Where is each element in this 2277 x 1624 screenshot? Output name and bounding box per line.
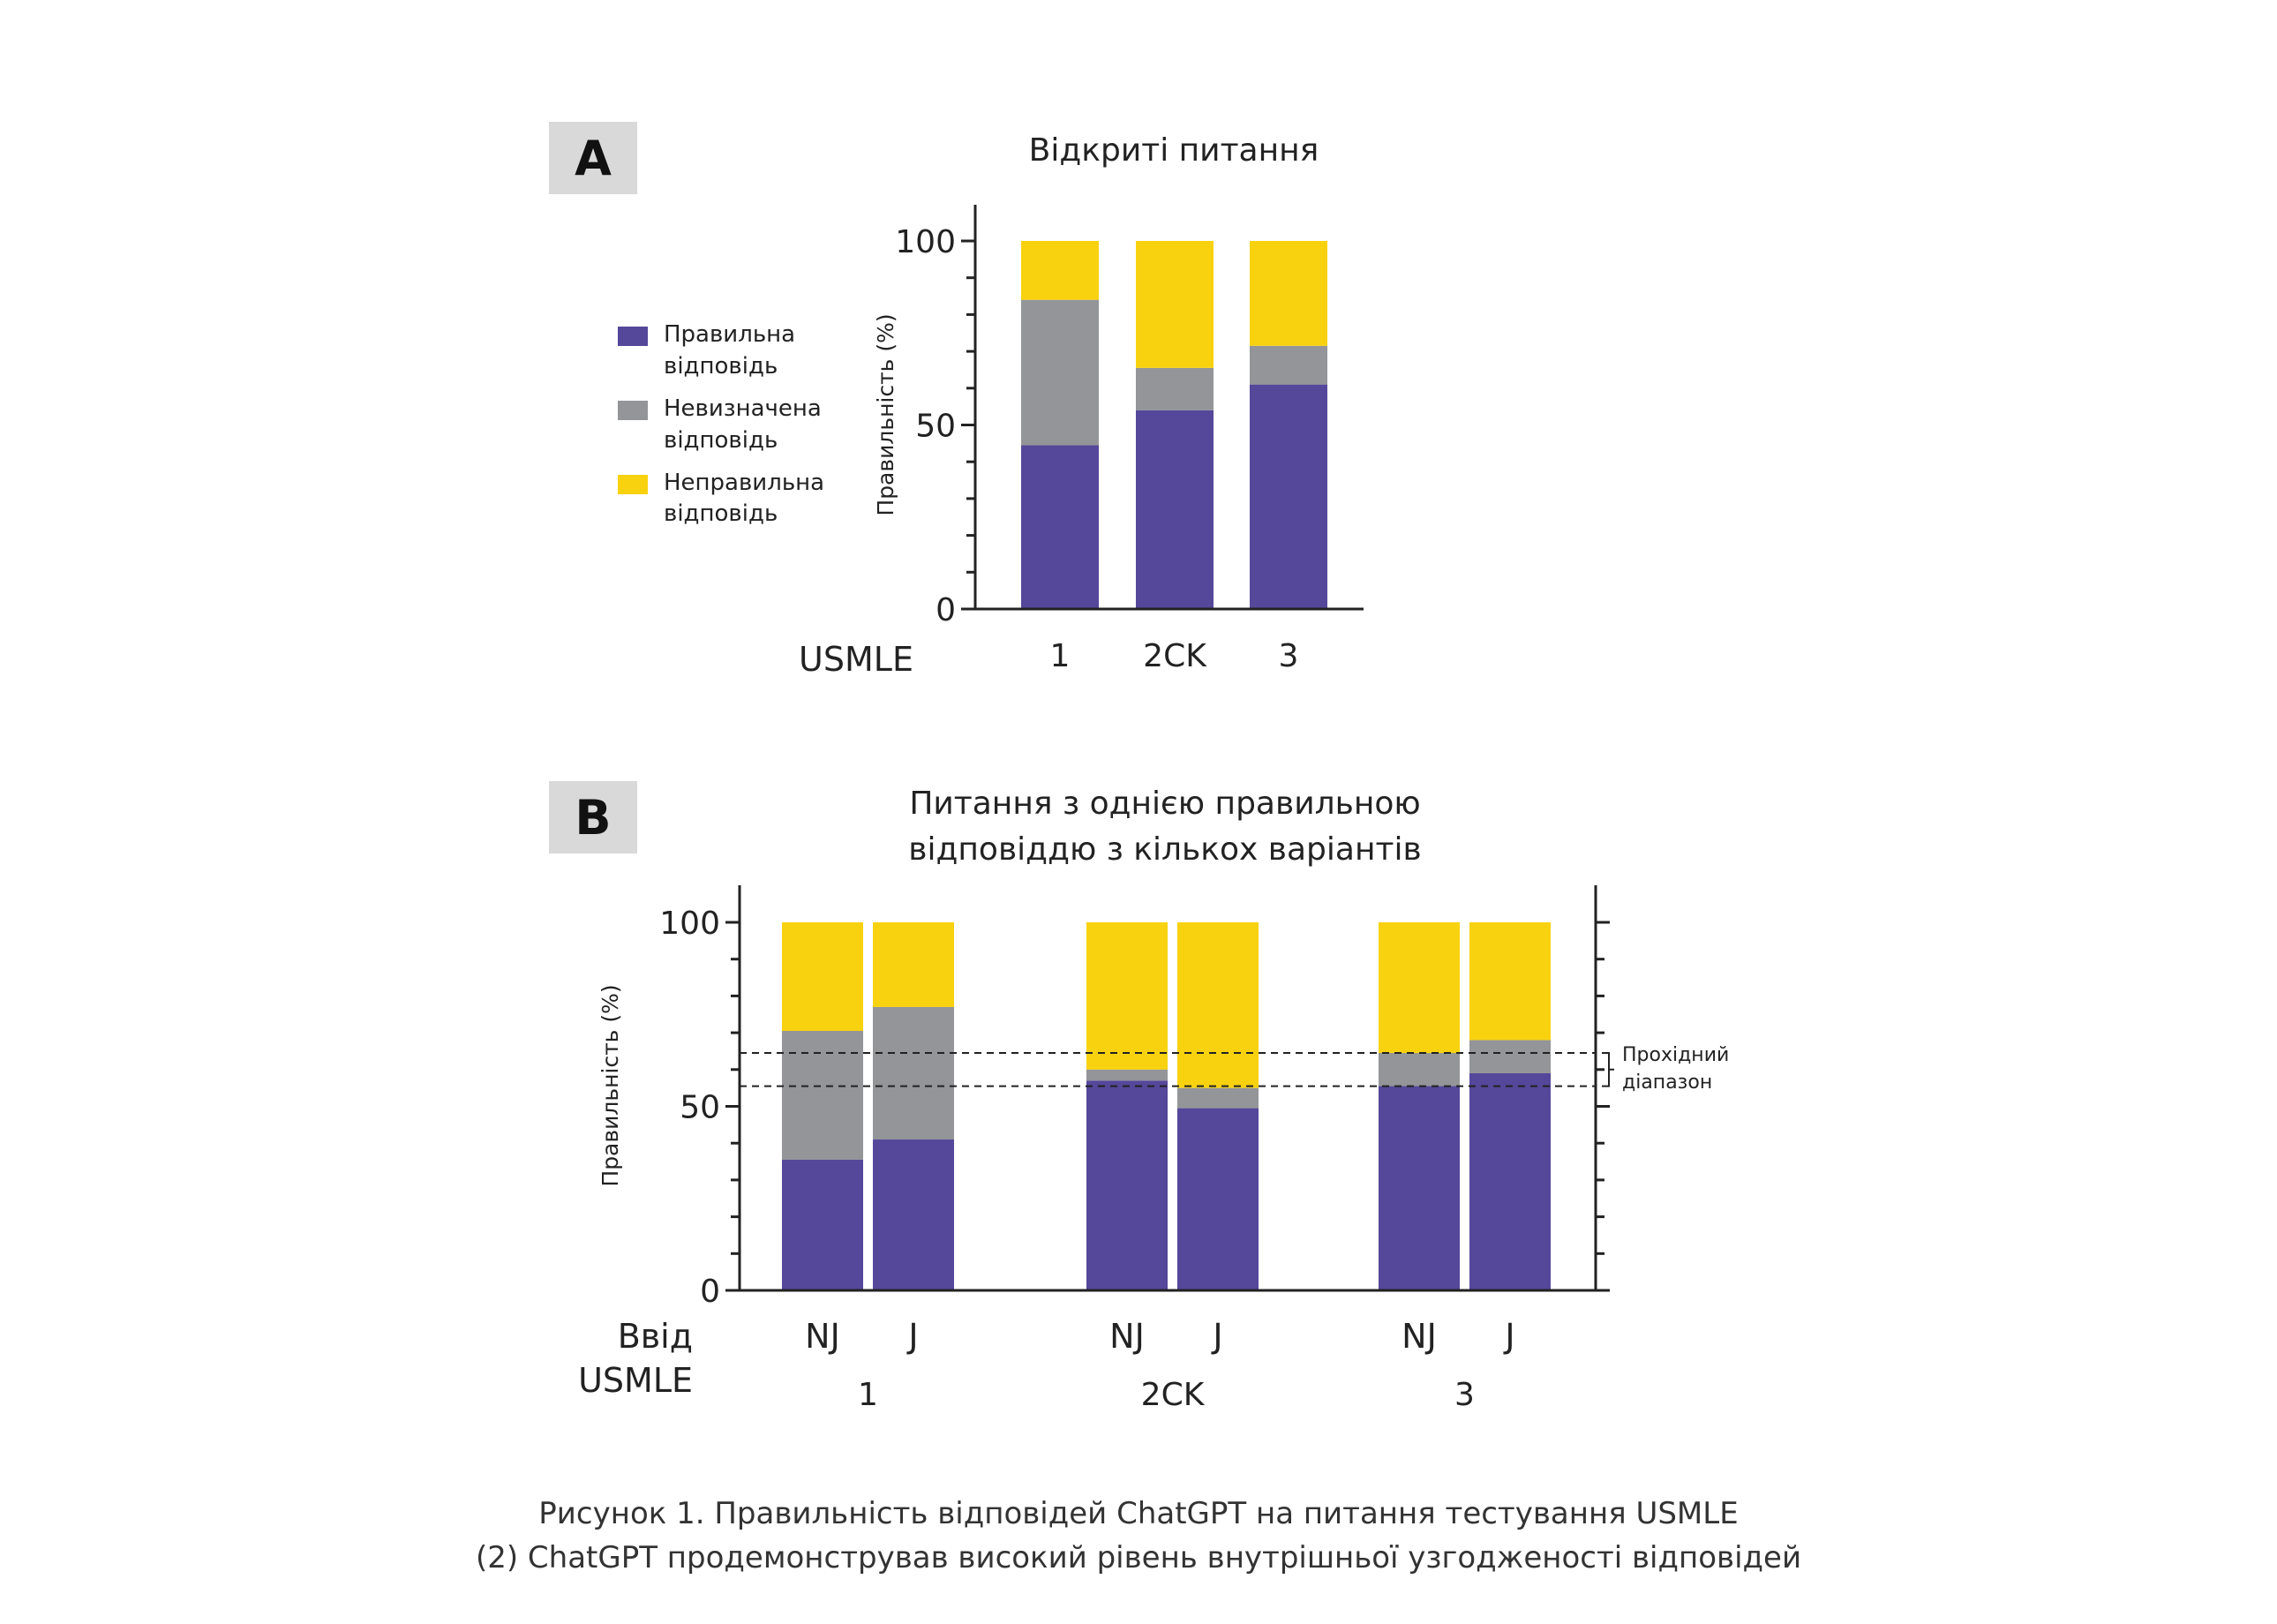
y-tick-label-b-100: 100 xyxy=(659,906,720,942)
legend-swatch-correct xyxy=(618,327,648,346)
x-tick-label-b-0-NJ: NJ xyxy=(805,1317,840,1356)
caption-line1: Рисунок 1. Правильність відповідей ChatG… xyxy=(538,1496,1739,1531)
bar-a-3-indeterminate xyxy=(1250,345,1327,385)
group-label-b-1: 1 xyxy=(858,1377,878,1413)
y-tick-label-a-100: 100 xyxy=(895,224,956,260)
y-tick-label-a-0: 0 xyxy=(936,592,956,628)
legend-swatch-incorrect xyxy=(618,474,648,494)
panel-a-title: Відкриті питання xyxy=(1028,132,1319,169)
bar-b-2-NJ-correct xyxy=(1086,1080,1168,1290)
x-tick-label-a-3: 3 xyxy=(1279,638,1299,674)
bar-a-2CK-incorrect xyxy=(1136,241,1214,368)
y-tick-label-b-0: 0 xyxy=(700,1274,720,1310)
bar-b-1-J-incorrect xyxy=(873,922,954,1007)
bar-a-2CK-correct xyxy=(1136,410,1214,609)
bar-a-2CK-indeterminate xyxy=(1136,367,1214,410)
x-tick-label-b-3-J: J xyxy=(1211,1317,1222,1356)
legend-label-incorrect: Неправильна відповідь xyxy=(664,469,825,528)
bar-b-1-J-indeterminate xyxy=(873,1006,954,1140)
bar-b-5-J-indeterminate xyxy=(1469,1040,1551,1073)
y-tick-label-a-50: 50 xyxy=(915,409,956,445)
legend: Правильна відповідь Невизначена відповід… xyxy=(618,320,840,541)
bar-b-4-NJ-indeterminate xyxy=(1379,1053,1460,1086)
x-tick-label-b-2-NJ: NJ xyxy=(1109,1317,1145,1356)
panel-a-label: A xyxy=(549,122,637,194)
bar-b-5-J-correct xyxy=(1469,1072,1551,1290)
passing-range-label-line1: Прохідний xyxy=(1622,1044,1729,1066)
bar-b-0-NJ-indeterminate xyxy=(782,1031,863,1160)
bar-b-3-J-indeterminate xyxy=(1177,1087,1259,1109)
x-tick-label-b-1-J: J xyxy=(906,1317,918,1356)
y-axis-label-b: Правильність (%) xyxy=(597,984,623,1186)
legend-item-correct: Правильна відповідь xyxy=(618,320,840,383)
x-tick-label-b-4-NJ: NJ xyxy=(1402,1317,1437,1356)
bar-b-2-NJ-indeterminate xyxy=(1086,1069,1168,1081)
legend-label-correct: Правильна відповідь xyxy=(664,321,796,380)
x-tick-label-a-1: 1 xyxy=(1050,638,1071,674)
panel-b-title: Питання з однією правильною відповіддю з… xyxy=(777,781,1553,873)
bar-b-1-J-correct xyxy=(873,1139,954,1290)
y-tick-label-b-50: 50 xyxy=(680,1090,720,1126)
bar-b-3-J-correct xyxy=(1177,1108,1259,1290)
caption-line2: (2) ChatGPT продемонстрував високий ріве… xyxy=(475,1540,1802,1576)
x-axis-label-b-line2: USMLE xyxy=(578,1361,693,1400)
bar-a-1-incorrect xyxy=(1021,241,1099,300)
y-axis-label-a: Правильність (%) xyxy=(873,313,898,515)
bar-b-0-NJ-incorrect xyxy=(782,922,863,1032)
panel-b-title-line1: Питання з однією правильною xyxy=(909,786,1421,822)
bar-b-3-J-incorrect xyxy=(1177,922,1259,1088)
x-axis-label-b-line1: Ввід xyxy=(618,1317,693,1356)
bar-b-0-NJ-correct xyxy=(782,1159,863,1290)
bar-a-3-correct xyxy=(1250,384,1327,609)
bar-b-4-NJ-correct xyxy=(1379,1086,1460,1290)
panel-b-label: B xyxy=(549,781,637,853)
x-tick-label-b-5-J: J xyxy=(1503,1317,1514,1356)
figure-caption: Рисунок 1. Правильність відповідей ChatG… xyxy=(0,1492,2277,1581)
passing-range-bracket xyxy=(1602,1052,1614,1087)
chart-a: 0 50 100 1 2CK 3 USMLE Правильність (%) xyxy=(799,205,1364,679)
bar-a-1-indeterminate xyxy=(1021,299,1099,446)
legend-label-indeterminate: Невизначена відповідь xyxy=(664,395,822,454)
group-label-b-2CK: 2CK xyxy=(1141,1377,1206,1413)
passing-range-label-line2: діапазон xyxy=(1622,1071,1712,1094)
legend-swatch-indeterminate xyxy=(618,400,648,420)
bar-b-4-NJ-incorrect xyxy=(1379,922,1460,1054)
group-label-b-3: 3 xyxy=(1454,1377,1475,1413)
legend-item-indeterminate: Невизначена відповідь xyxy=(618,394,840,457)
x-axis-label-a: USMLE xyxy=(799,640,913,679)
bar-b-5-J-incorrect xyxy=(1469,922,1551,1041)
legend-item-incorrect: Неправильна відповідь xyxy=(618,468,840,531)
bar-a-1-correct xyxy=(1021,445,1099,609)
x-tick-label-a-2CK: 2CK xyxy=(1143,638,1207,674)
panel-b-title-line2: відповіддю з кількох варіантів xyxy=(908,831,1422,868)
bar-a-3-incorrect xyxy=(1250,241,1327,346)
bar-b-2-NJ-incorrect xyxy=(1086,922,1168,1070)
